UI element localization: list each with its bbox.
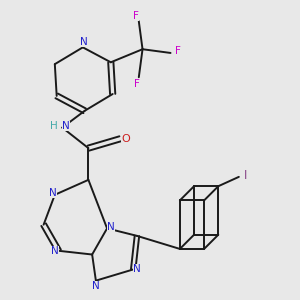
Text: O: O: [122, 134, 130, 144]
Text: N: N: [80, 37, 87, 47]
Text: N: N: [62, 121, 70, 131]
Text: N: N: [107, 221, 115, 232]
Text: F: F: [134, 79, 140, 89]
Text: N: N: [51, 246, 59, 256]
Text: H: H: [50, 121, 58, 131]
Text: F: F: [133, 11, 139, 21]
Text: F: F: [175, 46, 181, 56]
Text: N: N: [133, 264, 141, 274]
Text: I: I: [244, 169, 247, 182]
Text: N: N: [49, 188, 57, 198]
Text: N: N: [92, 281, 100, 291]
